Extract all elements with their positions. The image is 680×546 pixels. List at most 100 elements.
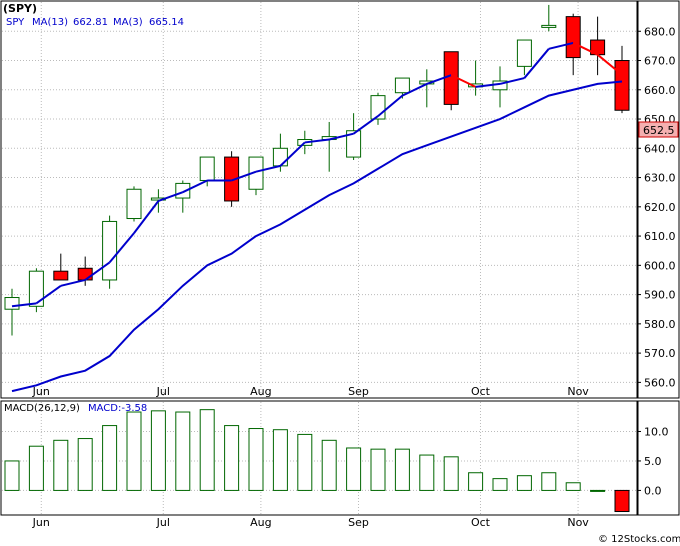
candle-body bbox=[272, 147, 288, 167]
macd-bar bbox=[77, 438, 93, 491]
candle-body bbox=[394, 77, 410, 94]
candle-body bbox=[516, 39, 532, 67]
candle-body bbox=[565, 16, 581, 59]
price-x-tick-label: Jun bbox=[32, 385, 50, 398]
price-axis-ticks: 560.0 570.0 580.0 590.0 600.0 610.0 620.0 630.0… bbox=[637, 25, 676, 389]
price-tick-label: 600.0 bbox=[644, 259, 676, 272]
candle-body bbox=[102, 220, 118, 281]
macd-x-tick-label: Sep bbox=[348, 516, 369, 529]
ma3-line-segment bbox=[84, 261, 111, 281]
price-x-tick-label: Aug bbox=[250, 385, 271, 398]
macd-bar bbox=[28, 445, 44, 491]
ma3-line-segment bbox=[499, 77, 525, 85]
ma3-line-segment bbox=[377, 94, 404, 117]
ma3-line-segment bbox=[231, 170, 257, 182]
watermark: © 12Stocks.com bbox=[598, 534, 680, 545]
price-x-tick-label: Sep bbox=[348, 385, 369, 398]
macd-bar bbox=[321, 439, 337, 491]
price-tick-label: 620.0 bbox=[644, 201, 676, 214]
macd-value: MACD:-3.58 bbox=[88, 403, 147, 414]
macd-bar bbox=[272, 429, 288, 491]
legend-symbol: SPY bbox=[6, 17, 25, 28]
ma3-line-segment bbox=[353, 115, 379, 135]
ma3-line-segment bbox=[35, 285, 62, 305]
macd-bar bbox=[126, 411, 142, 491]
macd-bar bbox=[199, 409, 215, 491]
macd-tick-label: 10.0 bbox=[644, 425, 669, 438]
macd-bar bbox=[102, 425, 118, 491]
candle-body bbox=[53, 270, 69, 281]
ma3-line-segment bbox=[133, 200, 160, 234]
price-tick-label: 590.0 bbox=[644, 289, 676, 302]
macd-title: MACD(26,12,9) bbox=[4, 403, 80, 414]
ma13-line bbox=[11, 80, 623, 393]
candle-body bbox=[28, 270, 44, 307]
macd-bar bbox=[4, 460, 20, 491]
price-tick-label: 670.0 bbox=[644, 55, 676, 68]
ma3-line-segment bbox=[450, 74, 477, 88]
last-price-tag-bg bbox=[638, 121, 679, 138]
legend-ma3-label: MA(3) bbox=[113, 17, 143, 28]
price-x-tick-label: Nov bbox=[567, 385, 589, 398]
ma3-line-segment bbox=[158, 191, 184, 202]
macd-bar bbox=[492, 478, 508, 491]
ma3-line-segment bbox=[401, 83, 428, 97]
macd-bar bbox=[150, 410, 166, 491]
ma3-line-segment bbox=[475, 82, 501, 88]
macd-bar bbox=[419, 454, 435, 491]
candle-body bbox=[126, 188, 142, 220]
x-axis-ticks: Jun Jun Jul Jul Aug Aug Sep Sep Oct Oct Nov Nov bbox=[32, 385, 590, 529]
ma3-line-segment bbox=[523, 48, 550, 79]
price-tick-label: 630.0 bbox=[644, 172, 676, 185]
price-tick-label: 580.0 bbox=[644, 318, 676, 331]
price-x-tick-label: Oct bbox=[471, 385, 491, 398]
macd-bar bbox=[370, 448, 386, 491]
macd-bar bbox=[614, 489, 630, 513]
macd-x-tick-label: Oct bbox=[471, 516, 491, 529]
macd-bar bbox=[53, 439, 69, 491]
macd-x-tick-label: Aug bbox=[250, 516, 271, 529]
ma3-line-segment bbox=[182, 179, 208, 194]
macd-tick-label: 5.0 bbox=[644, 455, 662, 468]
ma3-line-segment bbox=[60, 278, 86, 287]
candle-body bbox=[541, 24, 557, 28]
macd-bar bbox=[541, 472, 557, 491]
legend-ma13-value: 662.81 bbox=[73, 17, 108, 28]
macd-bar bbox=[297, 433, 313, 491]
macd-x-tick-label: Jul bbox=[156, 516, 170, 529]
price-tick-label: 660.0 bbox=[644, 84, 676, 97]
price-tick-label: 680.0 bbox=[644, 25, 676, 38]
candle-body bbox=[346, 130, 362, 158]
price-x-tick-label: Jul bbox=[156, 385, 170, 398]
candle-body bbox=[199, 156, 215, 181]
macd-bar bbox=[394, 448, 410, 491]
ma3-line-segment bbox=[304, 138, 330, 144]
macd-axis-ticks: 10.0 5.0 0.0 bbox=[637, 425, 669, 497]
legend-ma3-value: 665.14 bbox=[149, 17, 184, 28]
last-price-tag: 652.5 bbox=[643, 124, 675, 137]
ma3-line-segment bbox=[279, 141, 306, 167]
candle-body bbox=[77, 267, 93, 281]
ma3-line-segment bbox=[11, 302, 37, 308]
macd-bar bbox=[443, 456, 459, 491]
moving-average-lines bbox=[11, 41, 623, 393]
macd-bar bbox=[248, 428, 264, 491]
macd-bar bbox=[224, 425, 240, 491]
macd-bars bbox=[4, 409, 630, 513]
macd-x-tick-label: Jun bbox=[32, 516, 50, 529]
ma3-line-segment bbox=[108, 232, 135, 264]
macd-bar bbox=[516, 475, 532, 491]
ma3-line-segment bbox=[572, 42, 599, 56]
macd-bar bbox=[468, 472, 484, 491]
macd-tick-label: 0.0 bbox=[644, 484, 662, 497]
candle-body bbox=[4, 297, 20, 310]
chart-title: (SPY) bbox=[3, 2, 37, 15]
price-panel-frame bbox=[0, 0, 638, 399]
macd-x-tick-label: Nov bbox=[567, 516, 589, 529]
macd-panel-frame bbox=[0, 400, 638, 516]
ma3-line-segment bbox=[255, 164, 281, 173]
legend-ma13-label: MA(13) bbox=[32, 17, 68, 28]
right-axis-bg bbox=[637, 0, 680, 399]
ma3-line-segment bbox=[328, 132, 354, 141]
